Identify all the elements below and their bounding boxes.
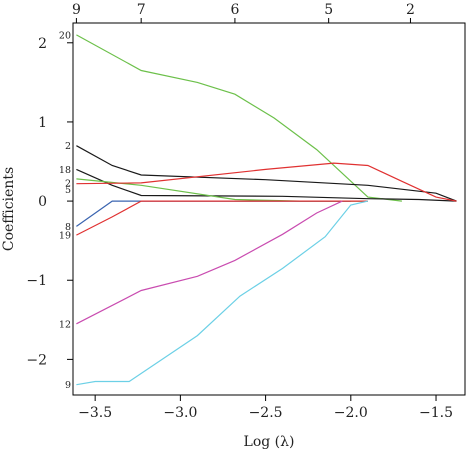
x-tick-label: −3.0 bbox=[163, 405, 197, 421]
top-tick-label: 5 bbox=[324, 2, 333, 18]
x-axis-title: Log (λ) bbox=[244, 434, 295, 450]
y-axis-title: Coefficients bbox=[1, 167, 17, 251]
series-label: 12 bbox=[59, 319, 71, 330]
top-tick-label: 9 bbox=[72, 2, 81, 18]
series-line-2 bbox=[76, 145, 457, 202]
y-tick-label: 0 bbox=[38, 194, 47, 210]
series-label: 19 bbox=[59, 231, 71, 242]
series-label: 8 bbox=[65, 222, 71, 233]
x-tick-label: −2.5 bbox=[249, 405, 283, 421]
y-tick-label: −2 bbox=[26, 352, 47, 368]
plot-frame bbox=[72, 22, 466, 396]
series-label: 18 bbox=[59, 165, 71, 176]
top-axis: 9 7 6 5 2 bbox=[72, 2, 415, 23]
top-tick-label: 2 bbox=[406, 2, 415, 18]
y-tick-label: −1 bbox=[26, 273, 47, 289]
series-line-20 bbox=[76, 34, 402, 202]
x-axis: −3.5 −3.0 −2.5 −2.0 −1.5 bbox=[78, 395, 453, 421]
series-line-12 bbox=[76, 200, 343, 325]
series-line-18 bbox=[76, 168, 457, 202]
series-line-9 bbox=[76, 200, 369, 386]
series-label: 9 bbox=[65, 380, 71, 391]
top-tick-label: 7 bbox=[137, 2, 146, 18]
series-label: 20 bbox=[59, 30, 71, 41]
x-tick-label: −1.5 bbox=[419, 405, 453, 421]
series-line-5 bbox=[76, 162, 457, 202]
x-tick-label: −3.5 bbox=[78, 405, 112, 421]
series-label: 2 bbox=[65, 178, 71, 189]
series-label: 5 bbox=[65, 185, 71, 196]
y-tick-label: 2 bbox=[38, 36, 47, 52]
series-line-19 bbox=[76, 200, 368, 236]
series-label: 2 bbox=[65, 141, 71, 152]
x-tick-label: −2.0 bbox=[334, 405, 368, 421]
y-tick-label: 1 bbox=[38, 115, 47, 131]
series-layer bbox=[76, 34, 457, 386]
top-tick-label: 6 bbox=[230, 2, 239, 18]
